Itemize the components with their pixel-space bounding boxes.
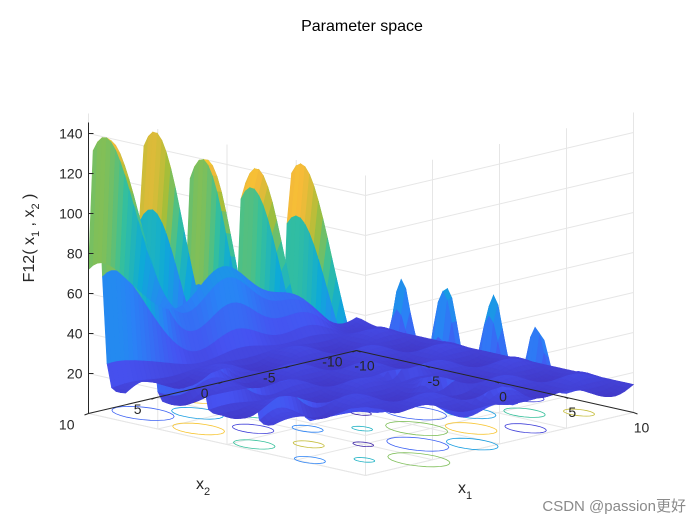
svg-text:F12( x1 , x2 ): F12( x1 , x2 ) <box>21 194 42 283</box>
x2-tick <box>84 413 89 416</box>
contour-line <box>291 424 324 433</box>
x1-tick <box>425 365 430 368</box>
svg-text:x2: x2 <box>196 476 210 498</box>
watermark: CSDN @passion更好 <box>542 498 686 515</box>
side-wall-gridline <box>365 252 634 316</box>
back-wall-gridline <box>88 133 366 196</box>
x1-tick-label: 10 <box>634 420 650 436</box>
x1-tick <box>633 412 638 415</box>
contour-line <box>352 441 375 448</box>
floor-gridline <box>88 413 366 476</box>
x1-tick <box>564 396 569 399</box>
z-tick-label: 40 <box>67 326 83 342</box>
contour-line <box>233 439 276 450</box>
x1-axis-label: x1 <box>458 480 472 502</box>
tick-labels: -10 -5 0 5 10 -10 -5 0 5 10 20 40 60 80 100 120 140 <box>59 126 650 436</box>
surface-patch <box>351 317 362 323</box>
contour-line <box>385 421 449 437</box>
x2-tick <box>151 397 156 400</box>
x2-tick-label: 5 <box>134 401 142 417</box>
z-tick-label: 80 <box>67 246 83 262</box>
contour-line <box>172 422 225 436</box>
svg-text:x1: x1 <box>458 480 472 502</box>
side-wall-gridline <box>365 132 634 196</box>
contour-line <box>386 436 450 452</box>
x1-tick-label: 0 <box>499 389 507 405</box>
contour-line <box>563 408 595 417</box>
x2-tick <box>285 365 290 369</box>
x2-axis-label: x2 <box>196 476 210 498</box>
x1-tick <box>494 381 500 384</box>
contour-line <box>504 423 547 434</box>
x1-tick-label: 5 <box>568 404 576 420</box>
contour-line <box>111 405 175 421</box>
contour-line <box>231 423 275 434</box>
contour-line <box>503 407 546 418</box>
x2-tick-label: 10 <box>59 417 75 433</box>
x2-tick <box>218 381 223 384</box>
x2-tick-label: -5 <box>263 369 276 385</box>
side-wall-gridline <box>365 172 634 236</box>
x2-tick-label: 0 <box>201 385 209 401</box>
z-tick-label: 100 <box>59 206 83 222</box>
z-axis-label: F12( x1 , x2 ) <box>21 194 42 283</box>
axes <box>84 122 638 416</box>
z-tick-label: 60 <box>67 286 83 302</box>
contour-line <box>292 440 325 449</box>
x1-tick <box>356 350 361 353</box>
contour-line <box>387 452 451 468</box>
chart-title: Parameter space <box>301 18 423 35</box>
contour-line <box>353 457 376 463</box>
contour-line <box>444 422 498 435</box>
side-wall-gridline <box>365 212 634 276</box>
contour-line <box>351 425 373 432</box>
surface-mesh <box>88 131 635 426</box>
z-tick-label: 120 <box>59 166 83 182</box>
z-tick-label: 140 <box>59 126 83 142</box>
contour-line <box>293 456 326 464</box>
x1-tick-label: -10 <box>354 358 374 374</box>
x2-tick <box>352 350 357 353</box>
z-tick-label: 20 <box>67 366 83 382</box>
x2-tick-label: -10 <box>322 354 342 370</box>
x1-tick-label: -5 <box>428 373 441 389</box>
contour-line <box>445 437 499 451</box>
